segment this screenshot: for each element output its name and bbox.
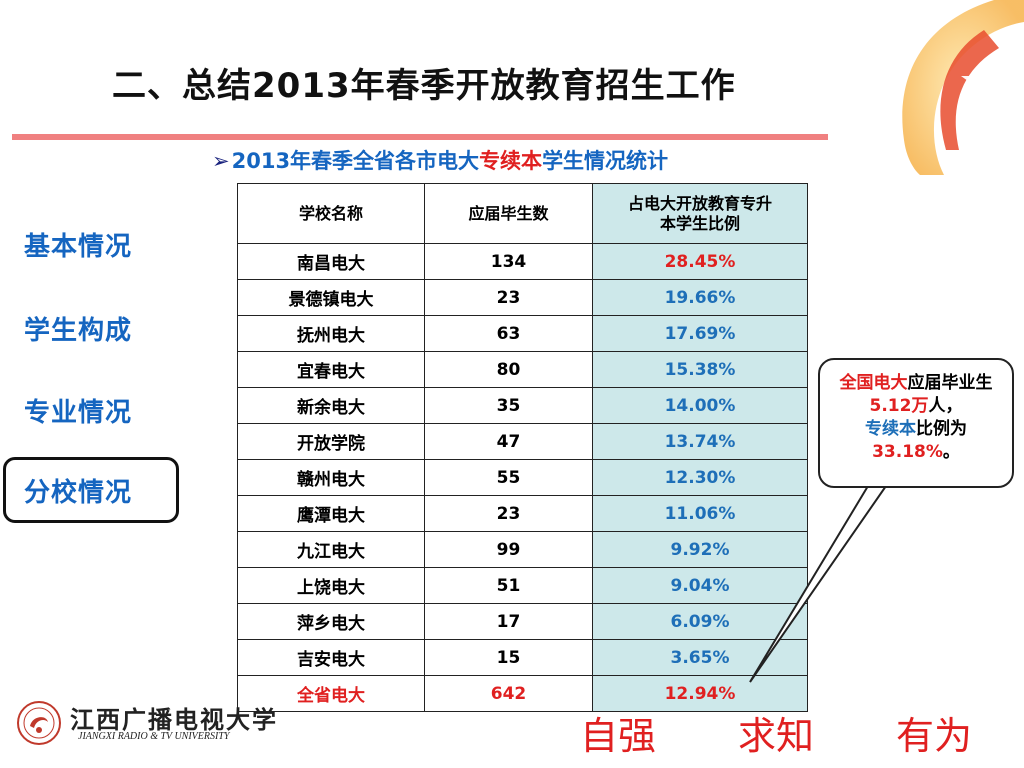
- callout-people: 人，: [928, 396, 963, 416]
- cell-graduate-count: 23: [424, 279, 593, 316]
- callout-graduates: 应届毕业生: [907, 373, 993, 393]
- arrow-bullet-icon: ➢: [212, 149, 230, 173]
- cell-graduate-count: 80: [424, 351, 593, 388]
- subtitle-part2: 学生情况统计: [542, 149, 669, 173]
- cell-percentage: 17.69%: [592, 315, 808, 352]
- table-row: 南昌电大 134 28.45%: [237, 243, 808, 280]
- header-percentage-line1: 占电大开放教育专升: [627, 193, 772, 213]
- table-header-row: 学校名称 应届毕生数 占电大开放教育专升 本学生比例: [237, 183, 808, 244]
- table-subtitle: ➢2013年春季全省各市电大专续本学生情况统计: [212, 145, 668, 175]
- cell-percentage: 6.09%: [592, 603, 808, 640]
- table-total-row: 全省电大 642 12.94%: [237, 675, 808, 712]
- cell-school-name: 宜春电大: [237, 351, 425, 388]
- decorative-star-graphic: [902, 0, 1024, 175]
- cell-school-name: 景德镇电大: [237, 279, 425, 316]
- table-row: 上饶电大 51 9.04%: [237, 567, 808, 604]
- cell-school-name: 开放学院: [237, 423, 425, 460]
- cell-school-name: 鹰潭电大: [237, 495, 425, 532]
- nav-item-major-info[interactable]: 专业情况: [24, 398, 133, 428]
- cell-graduate-count: 17: [424, 603, 593, 640]
- cell-graduate-count: 63: [424, 315, 593, 352]
- table-row: 宜春电大 80 15.38%: [237, 351, 808, 388]
- table-row: 新余电大 35 14.00%: [237, 387, 808, 424]
- nav-item-student-composition[interactable]: 学生构成: [24, 316, 133, 346]
- table-row: 开放学院 47 13.74%: [237, 423, 808, 460]
- header-graduate-count: 应届毕生数: [424, 183, 593, 244]
- subtitle-highlight: 专续本: [479, 149, 543, 173]
- callout-program: 专续本: [865, 419, 916, 439]
- cell-graduate-count: 51: [424, 567, 593, 604]
- callout-period: 。: [942, 442, 960, 462]
- cell-graduate-count: 99: [424, 531, 593, 568]
- header-percentage: 占电大开放教育专升 本学生比例: [592, 183, 808, 244]
- cell-percentage: 15.38%: [592, 351, 808, 388]
- branch-stats-table: 学校名称 应届毕生数 占电大开放教育专升 本学生比例 南昌电大 134 28.45%…: [237, 183, 808, 712]
- cell-percentage: 13.74%: [592, 423, 808, 460]
- cell-total-name: 全省电大: [237, 675, 425, 712]
- table-row: 景德镇电大 23 19.66%: [237, 279, 808, 316]
- cell-school-name: 萍乡电大: [237, 603, 425, 640]
- cell-percentage: 11.06%: [592, 495, 808, 532]
- cell-percentage: 28.45%: [592, 243, 808, 280]
- university-name-en: JIANGXI RADIO & TV UNIVERSITY: [78, 731, 230, 742]
- callout-ratio: 33.18%: [872, 442, 943, 462]
- cell-school-name: 上饶电大: [237, 567, 425, 604]
- slide-title: 二、总结2013年春季开放教育招生工作: [112, 66, 736, 106]
- cell-graduate-count: 134: [424, 243, 593, 280]
- callout-count: 5.12万: [869, 396, 929, 416]
- nav-item-branch-info[interactable]: 分校情况: [3, 457, 179, 523]
- callout-national: 全国电大: [839, 373, 908, 393]
- table-row: 赣州电大 55 12.30%: [237, 459, 808, 496]
- table-body: 南昌电大 134 28.45% 景德镇电大 23 19.66% 抚州电大 63 17.69% 宜春…: [237, 243, 808, 712]
- cell-percentage: 3.65%: [592, 639, 808, 676]
- table-row: 九江电大 99 9.92%: [237, 531, 808, 568]
- cell-school-name: 南昌电大: [237, 243, 425, 280]
- cell-school-name: 抚州电大: [237, 315, 425, 352]
- table-row: 萍乡电大 17 6.09%: [237, 603, 808, 640]
- nav-item-basic-info[interactable]: 基本情况: [24, 232, 133, 262]
- cell-school-name: 九江电大: [237, 531, 425, 568]
- cell-graduate-count: 47: [424, 423, 593, 460]
- callout-ratio-label: 比例为: [916, 419, 967, 439]
- cell-percentage: 9.92%: [592, 531, 808, 568]
- title-underline: [12, 134, 828, 140]
- slogan-word-3: 有为: [896, 714, 973, 758]
- slogan-word-2: 求知: [738, 714, 815, 758]
- header-percentage-line2: 本学生比例: [659, 213, 740, 233]
- subtitle-part1: 2013年春季全省各市电大: [231, 149, 480, 173]
- slogan-word-1: 自强: [580, 714, 657, 758]
- table-row: 抚州电大 63 17.69%: [237, 315, 808, 352]
- header-school-name: 学校名称: [237, 183, 425, 244]
- cell-graduate-count: 15: [424, 639, 593, 676]
- table-row: 鹰潭电大 23 11.06%: [237, 495, 808, 532]
- cell-percentage: 9.04%: [592, 567, 808, 604]
- cell-percentage: 12.30%: [592, 459, 808, 496]
- cell-graduate-count: 55: [424, 459, 593, 496]
- cell-percentage: 19.66%: [592, 279, 808, 316]
- callout-box: 全国电大应届毕业生 5.12万人， 专续本比例为 33.18%。: [818, 358, 1014, 488]
- cell-total-count: 642: [424, 675, 593, 712]
- university-emblem-icon: [17, 701, 61, 745]
- cell-graduate-count: 23: [424, 495, 593, 532]
- nav-item-branch-info-label: 分校情况: [24, 477, 133, 508]
- cell-school-name: 吉安电大: [237, 639, 425, 676]
- cell-graduate-count: 35: [424, 387, 593, 424]
- table-row: 吉安电大 15 3.65%: [237, 639, 808, 676]
- cell-school-name: 新余电大: [237, 387, 425, 424]
- cell-percentage: 14.00%: [592, 387, 808, 424]
- university-name-cn: 江西广播电视大学: [70, 705, 278, 734]
- cell-school-name: 赣州电大: [237, 459, 425, 496]
